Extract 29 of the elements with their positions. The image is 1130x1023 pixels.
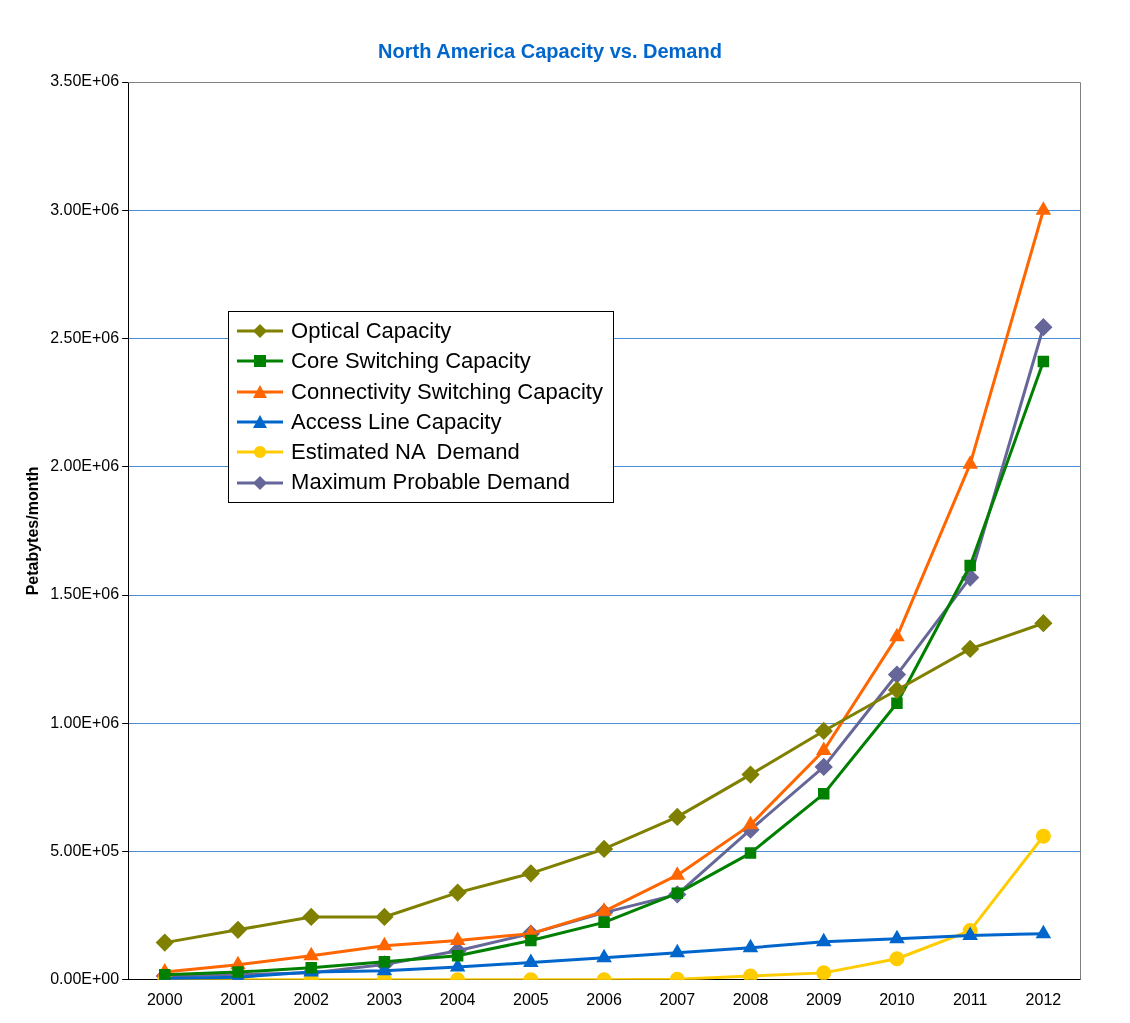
chart-title: North America Capacity vs. Demand: [378, 39, 722, 62]
legend-label: Core Switching Capacity: [291, 347, 531, 376]
legend-label: Estimated NA Demand: [291, 438, 520, 467]
y-tick-label: 3.00E+06: [50, 200, 120, 218]
x-tick-label: 2008: [732, 990, 769, 1008]
x-tick-label: 2002: [293, 990, 330, 1008]
x-tick-label: 2001: [220, 990, 256, 1008]
x-tick-label: 2005: [513, 990, 549, 1008]
x-tick-label: 2006: [586, 990, 622, 1008]
y-tick-label: 3.50E+06: [50, 72, 120, 90]
y-tick-label: 1.50E+06: [50, 585, 120, 603]
legend-label: Connectivity Switching Capacity: [291, 377, 603, 406]
y-axis-title: Petabytes/month: [24, 466, 42, 596]
x-tick-label: 2012: [1025, 990, 1062, 1008]
y-tick-label: 5.00E+05: [50, 841, 120, 859]
legend-label: Maximum Probable Demand: [291, 468, 570, 497]
y-tick-label: 0.00E+00: [50, 970, 120, 988]
x-tick-label: 2004: [439, 990, 476, 1008]
x-tick-label: 2007: [659, 990, 696, 1008]
legend-label: Optical Capacity: [291, 316, 452, 345]
x-tick-label: 2003: [366, 990, 403, 1008]
y-tick-label: 2.50E+06: [50, 328, 120, 346]
x-tick-label: 2009: [805, 990, 842, 1008]
x-tick-label: 2000: [146, 990, 183, 1008]
x-tick-label: 2010: [879, 990, 915, 1008]
legend-label: Access Line Capacity: [291, 407, 502, 436]
y-tick-label: 2.00E+06: [50, 457, 120, 475]
x-tick-label: 2011: [952, 990, 988, 1008]
y-tick-label: 1.00E+06: [50, 713, 120, 731]
